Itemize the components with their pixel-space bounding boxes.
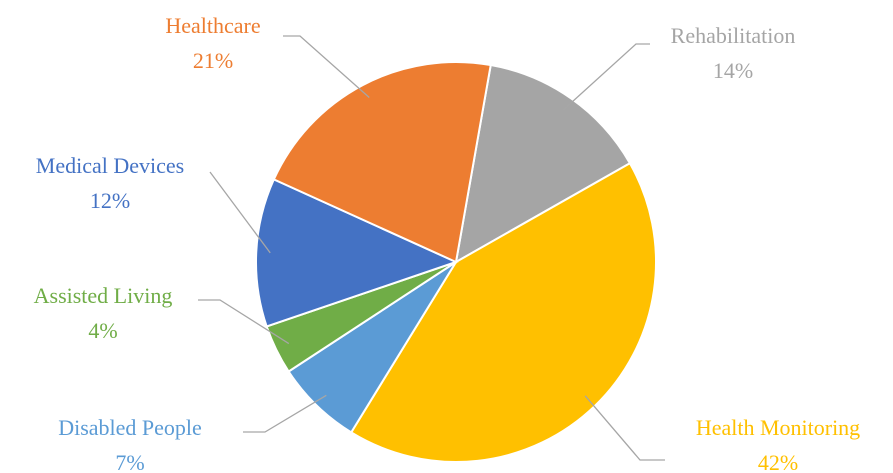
slice-label: Disabled People bbox=[58, 415, 202, 440]
slice-label: Healthcare bbox=[165, 13, 260, 38]
pie-slice bbox=[272, 61, 492, 264]
slice-label: Medical Devices bbox=[36, 153, 184, 178]
slice-label: Health Monitoring bbox=[696, 415, 860, 440]
slice-label: Assisted Living bbox=[34, 283, 173, 308]
leader-line bbox=[243, 394, 327, 433]
leader-line bbox=[562, 43, 650, 111]
slice-value-label: 12% bbox=[90, 188, 130, 213]
slice-value-label: 42% bbox=[758, 450, 798, 473]
slice-value-label: 14% bbox=[713, 58, 753, 83]
pie-slice bbox=[255, 178, 459, 328]
slice-value-label: 7% bbox=[115, 450, 144, 473]
slice-value-label: 4% bbox=[88, 318, 117, 343]
slice-label: Rehabilitation bbox=[671, 23, 796, 48]
leader-line bbox=[283, 35, 370, 98]
pie-slice bbox=[454, 63, 632, 264]
slice-value-label: 21% bbox=[193, 48, 233, 73]
pie-slice bbox=[349, 161, 657, 463]
leader-line bbox=[584, 395, 665, 461]
leader-line bbox=[198, 299, 290, 345]
leader-line bbox=[209, 171, 271, 254]
